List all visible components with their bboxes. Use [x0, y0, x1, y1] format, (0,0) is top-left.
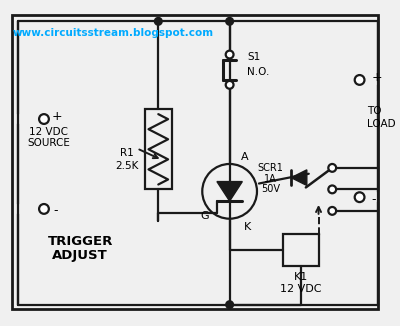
Text: +: +: [371, 70, 382, 83]
Text: LOAD: LOAD: [368, 119, 396, 129]
Circle shape: [39, 114, 49, 124]
Circle shape: [226, 81, 234, 89]
Bar: [145, 109, 172, 189]
Bar: [283, 234, 318, 266]
Circle shape: [226, 18, 233, 25]
Circle shape: [328, 185, 336, 193]
Circle shape: [328, 207, 336, 215]
Text: 1A: 1A: [264, 174, 277, 184]
Text: K: K: [244, 221, 251, 231]
Circle shape: [355, 192, 364, 202]
Text: 50V: 50V: [261, 185, 280, 194]
Text: 12 VDC: 12 VDC: [29, 127, 68, 137]
Text: SCR1: SCR1: [258, 163, 284, 173]
Circle shape: [226, 51, 234, 58]
Text: +: +: [51, 110, 62, 123]
Text: 12 VDC: 12 VDC: [280, 284, 322, 294]
Circle shape: [328, 164, 336, 172]
Text: 2.5K: 2.5K: [115, 161, 139, 171]
Text: R1: R1: [120, 148, 134, 158]
Polygon shape: [217, 182, 242, 201]
Text: -: -: [54, 204, 58, 217]
Text: TRIGGER: TRIGGER: [48, 235, 113, 248]
Text: SOURCE: SOURCE: [28, 139, 70, 148]
Text: S1: S1: [247, 52, 260, 63]
Circle shape: [39, 204, 49, 214]
Text: N.O.: N.O.: [247, 67, 270, 77]
Circle shape: [155, 18, 162, 25]
Circle shape: [226, 301, 233, 308]
Text: ADJUST: ADJUST: [52, 249, 108, 262]
Text: www.circuitsstream.blogspot.com: www.circuitsstream.blogspot.com: [13, 28, 214, 38]
Text: K1: K1: [294, 272, 308, 282]
Polygon shape: [291, 170, 307, 185]
Text: -: -: [371, 193, 376, 206]
Text: G: G: [200, 211, 208, 221]
Text: TO: TO: [368, 106, 382, 116]
Text: A: A: [240, 152, 248, 162]
Circle shape: [355, 75, 364, 85]
